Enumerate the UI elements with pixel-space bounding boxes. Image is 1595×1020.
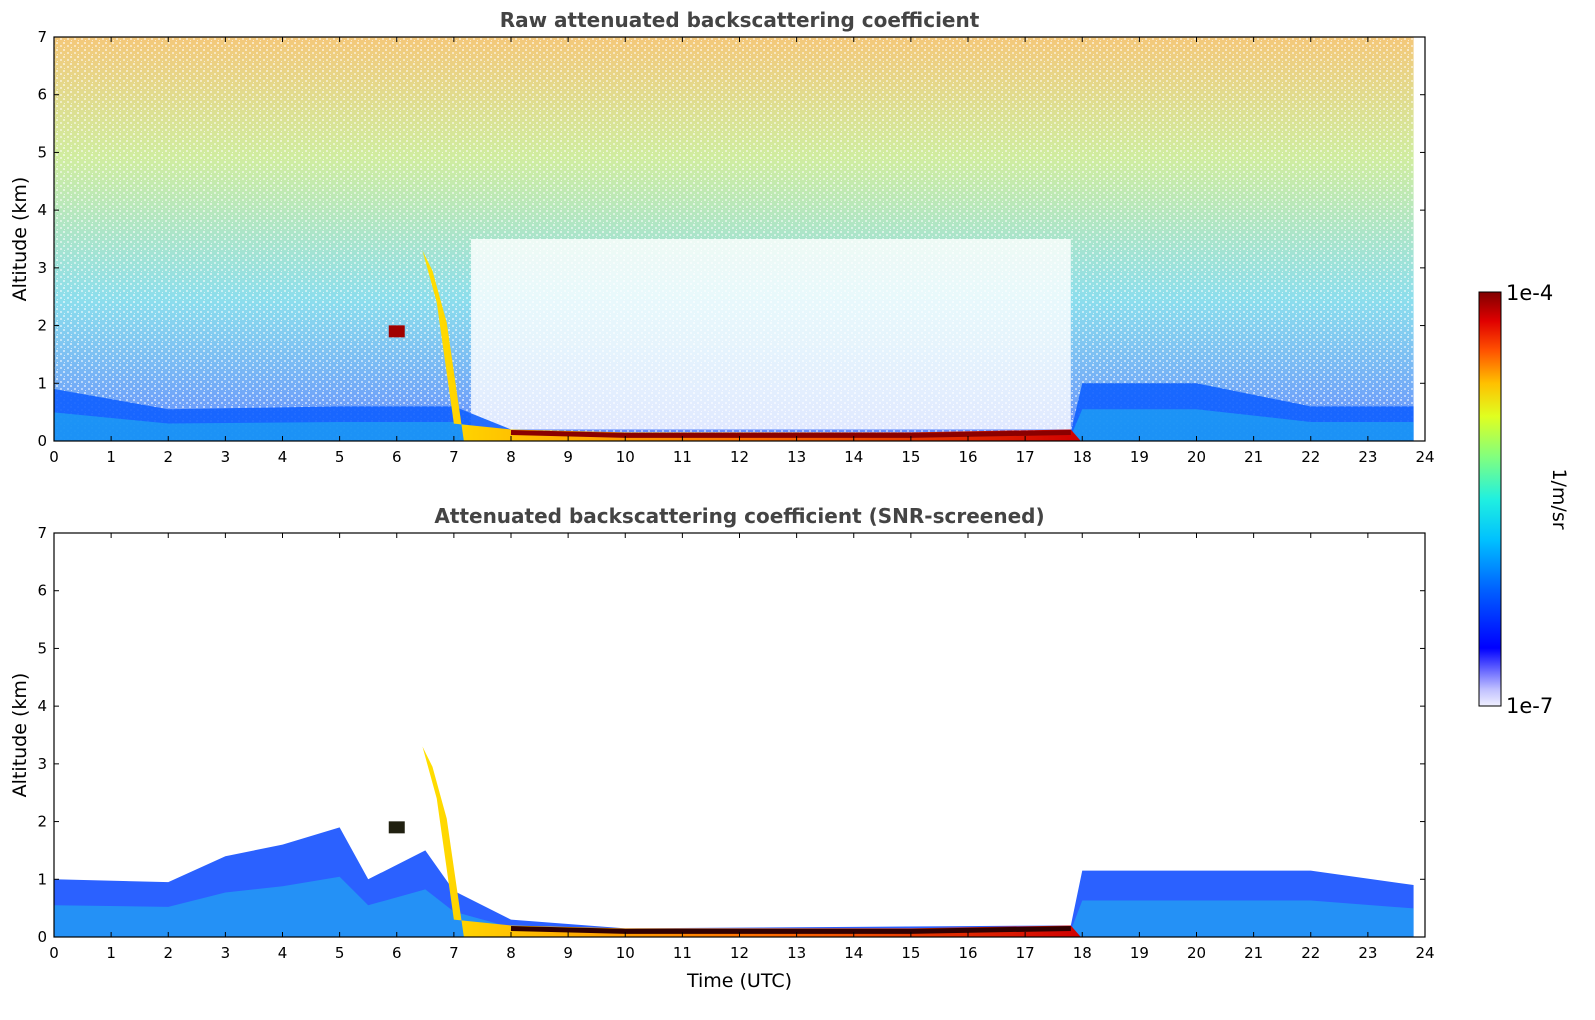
small-cloud [388, 325, 405, 338]
screened-axes: 0 1 2 3 4 5 6 7 8 9 10 11 12 13 14 15 16 17 18 19 20 21 22 23 24… [37, 524, 1434, 962]
colorbar-unit-label: 1/m/sr [1548, 468, 1570, 529]
x-tick-label: 14 [844, 448, 863, 466]
y-tick-label: 4 [37, 697, 47, 715]
x-tick-label: 24 [1415, 944, 1434, 962]
x-tick-label: 21 [1244, 448, 1263, 466]
x-tick-label: 9 [563, 448, 573, 466]
x-tick-label: 7 [449, 944, 459, 962]
y-tick-label: 1 [37, 374, 47, 392]
y-tick-label: 4 [37, 201, 47, 219]
colorbar-min-label: 1e-7 [1506, 694, 1553, 718]
x-tick-label: 7 [449, 448, 459, 466]
x-tick-label: 19 [1130, 944, 1149, 962]
x-tick-label: 13 [787, 944, 806, 962]
x-tick-label: 17 [1016, 944, 1035, 962]
x-tick-label: 17 [1016, 448, 1035, 466]
x-tick-label: 18 [1073, 944, 1092, 962]
x-axis-label: Time (UTC) [686, 970, 792, 992]
y-tick-label: 5 [37, 639, 47, 657]
y-tick-label: 2 [37, 813, 47, 831]
x-tick-label: 22 [1301, 944, 1320, 962]
x-tick-label: 6 [392, 944, 402, 962]
screened-heatmap [54, 746, 1414, 937]
x-tick-label: 23 [1358, 944, 1377, 962]
x-tick-label: 9 [563, 944, 573, 962]
x-tick-label: 5 [335, 944, 345, 962]
small-cloud [388, 821, 405, 834]
y-tick-label: 3 [37, 259, 47, 277]
y-tick-label: 6 [37, 582, 47, 600]
x-tick-label: 18 [1073, 448, 1092, 466]
surface-strip [510, 429, 1071, 438]
colorbar-max-label: 1e-4 [1506, 281, 1553, 305]
raw-backscatter-panel: Raw attenuated backscattering coefficien… [9, 8, 1435, 466]
y-tick-label: 1 [37, 870, 47, 888]
x-tick-label: 20 [1187, 448, 1206, 466]
x-tick-label: 21 [1244, 944, 1263, 962]
x-tick-label: 23 [1358, 448, 1377, 466]
x-tick-label: 4 [278, 944, 288, 962]
high-backscatter-layer [422, 746, 1081, 937]
y-tick-label: 2 [37, 317, 47, 335]
x-tick-label: 8 [506, 944, 516, 962]
y-tick-label: 0 [37, 432, 47, 450]
screened-backscatter-panel: Attenuated backscattering coefficient (S… [9, 504, 1435, 992]
y-tick-label: 7 [37, 28, 47, 46]
y-tick-label: 7 [37, 524, 47, 542]
x-tick-label: 3 [221, 944, 231, 962]
raw-panel-title: Raw attenuated backscattering coefficien… [500, 8, 980, 32]
x-tick-label: 12 [730, 944, 749, 962]
x-tick-label: 6 [392, 448, 402, 466]
x-tick-label: 16 [958, 944, 977, 962]
x-tick-label: 15 [901, 448, 920, 466]
x-tick-label: 11 [673, 944, 692, 962]
x-tick-label: 22 [1301, 448, 1320, 466]
y-tick-label: 3 [37, 755, 47, 773]
y-tick-label: 6 [37, 86, 47, 104]
y-tick-label: 5 [37, 143, 47, 161]
screened-y-axis-label: Altitude (km) [9, 673, 31, 798]
x-tick-label: 15 [901, 944, 920, 962]
x-tick-label: 12 [730, 448, 749, 466]
x-tick-label: 1 [106, 448, 116, 466]
x-tick-label: 3 [221, 448, 231, 466]
boundary-layer-lower [54, 876, 1414, 937]
x-tick-label: 11 [673, 448, 692, 466]
screened-panel-title: Attenuated backscattering coefficient (S… [434, 504, 1044, 528]
x-tick-label: 0 [49, 448, 59, 466]
colorbar: 1e-4 1e-7 1/m/sr [1478, 281, 1570, 718]
x-tick-label: 20 [1187, 944, 1206, 962]
x-tick-label: 10 [616, 448, 635, 466]
x-tick-label: 10 [616, 944, 635, 962]
daytime-noise-window [471, 239, 1071, 430]
y-tick-label: 0 [37, 928, 47, 946]
raw-y-axis-label: Altitude (km) [9, 177, 31, 302]
x-tick-label: 2 [163, 448, 173, 466]
x-tick-label: 5 [335, 448, 345, 466]
x-tick-label: 19 [1130, 448, 1149, 466]
x-tick-label: 13 [787, 448, 806, 466]
x-tick-label: 8 [506, 448, 516, 466]
x-tick-label: 2 [163, 944, 173, 962]
raw-heatmap [54, 37, 1414, 441]
raw-axes: 0 1 2 3 4 5 6 7 8 9 10 11 12 13 14 15 16 17 18 19 20 21 22 23 24… [37, 28, 1434, 466]
x-tick-label: 16 [958, 448, 977, 466]
x-tick-label: 14 [844, 944, 863, 962]
x-tick-label: 1 [106, 944, 116, 962]
x-tick-label: 4 [278, 448, 288, 466]
colorbar-gradient [1478, 291, 1502, 707]
x-tick-label: 0 [49, 944, 59, 962]
x-tick-label: 24 [1415, 448, 1434, 466]
surface-strip [510, 925, 1071, 934]
